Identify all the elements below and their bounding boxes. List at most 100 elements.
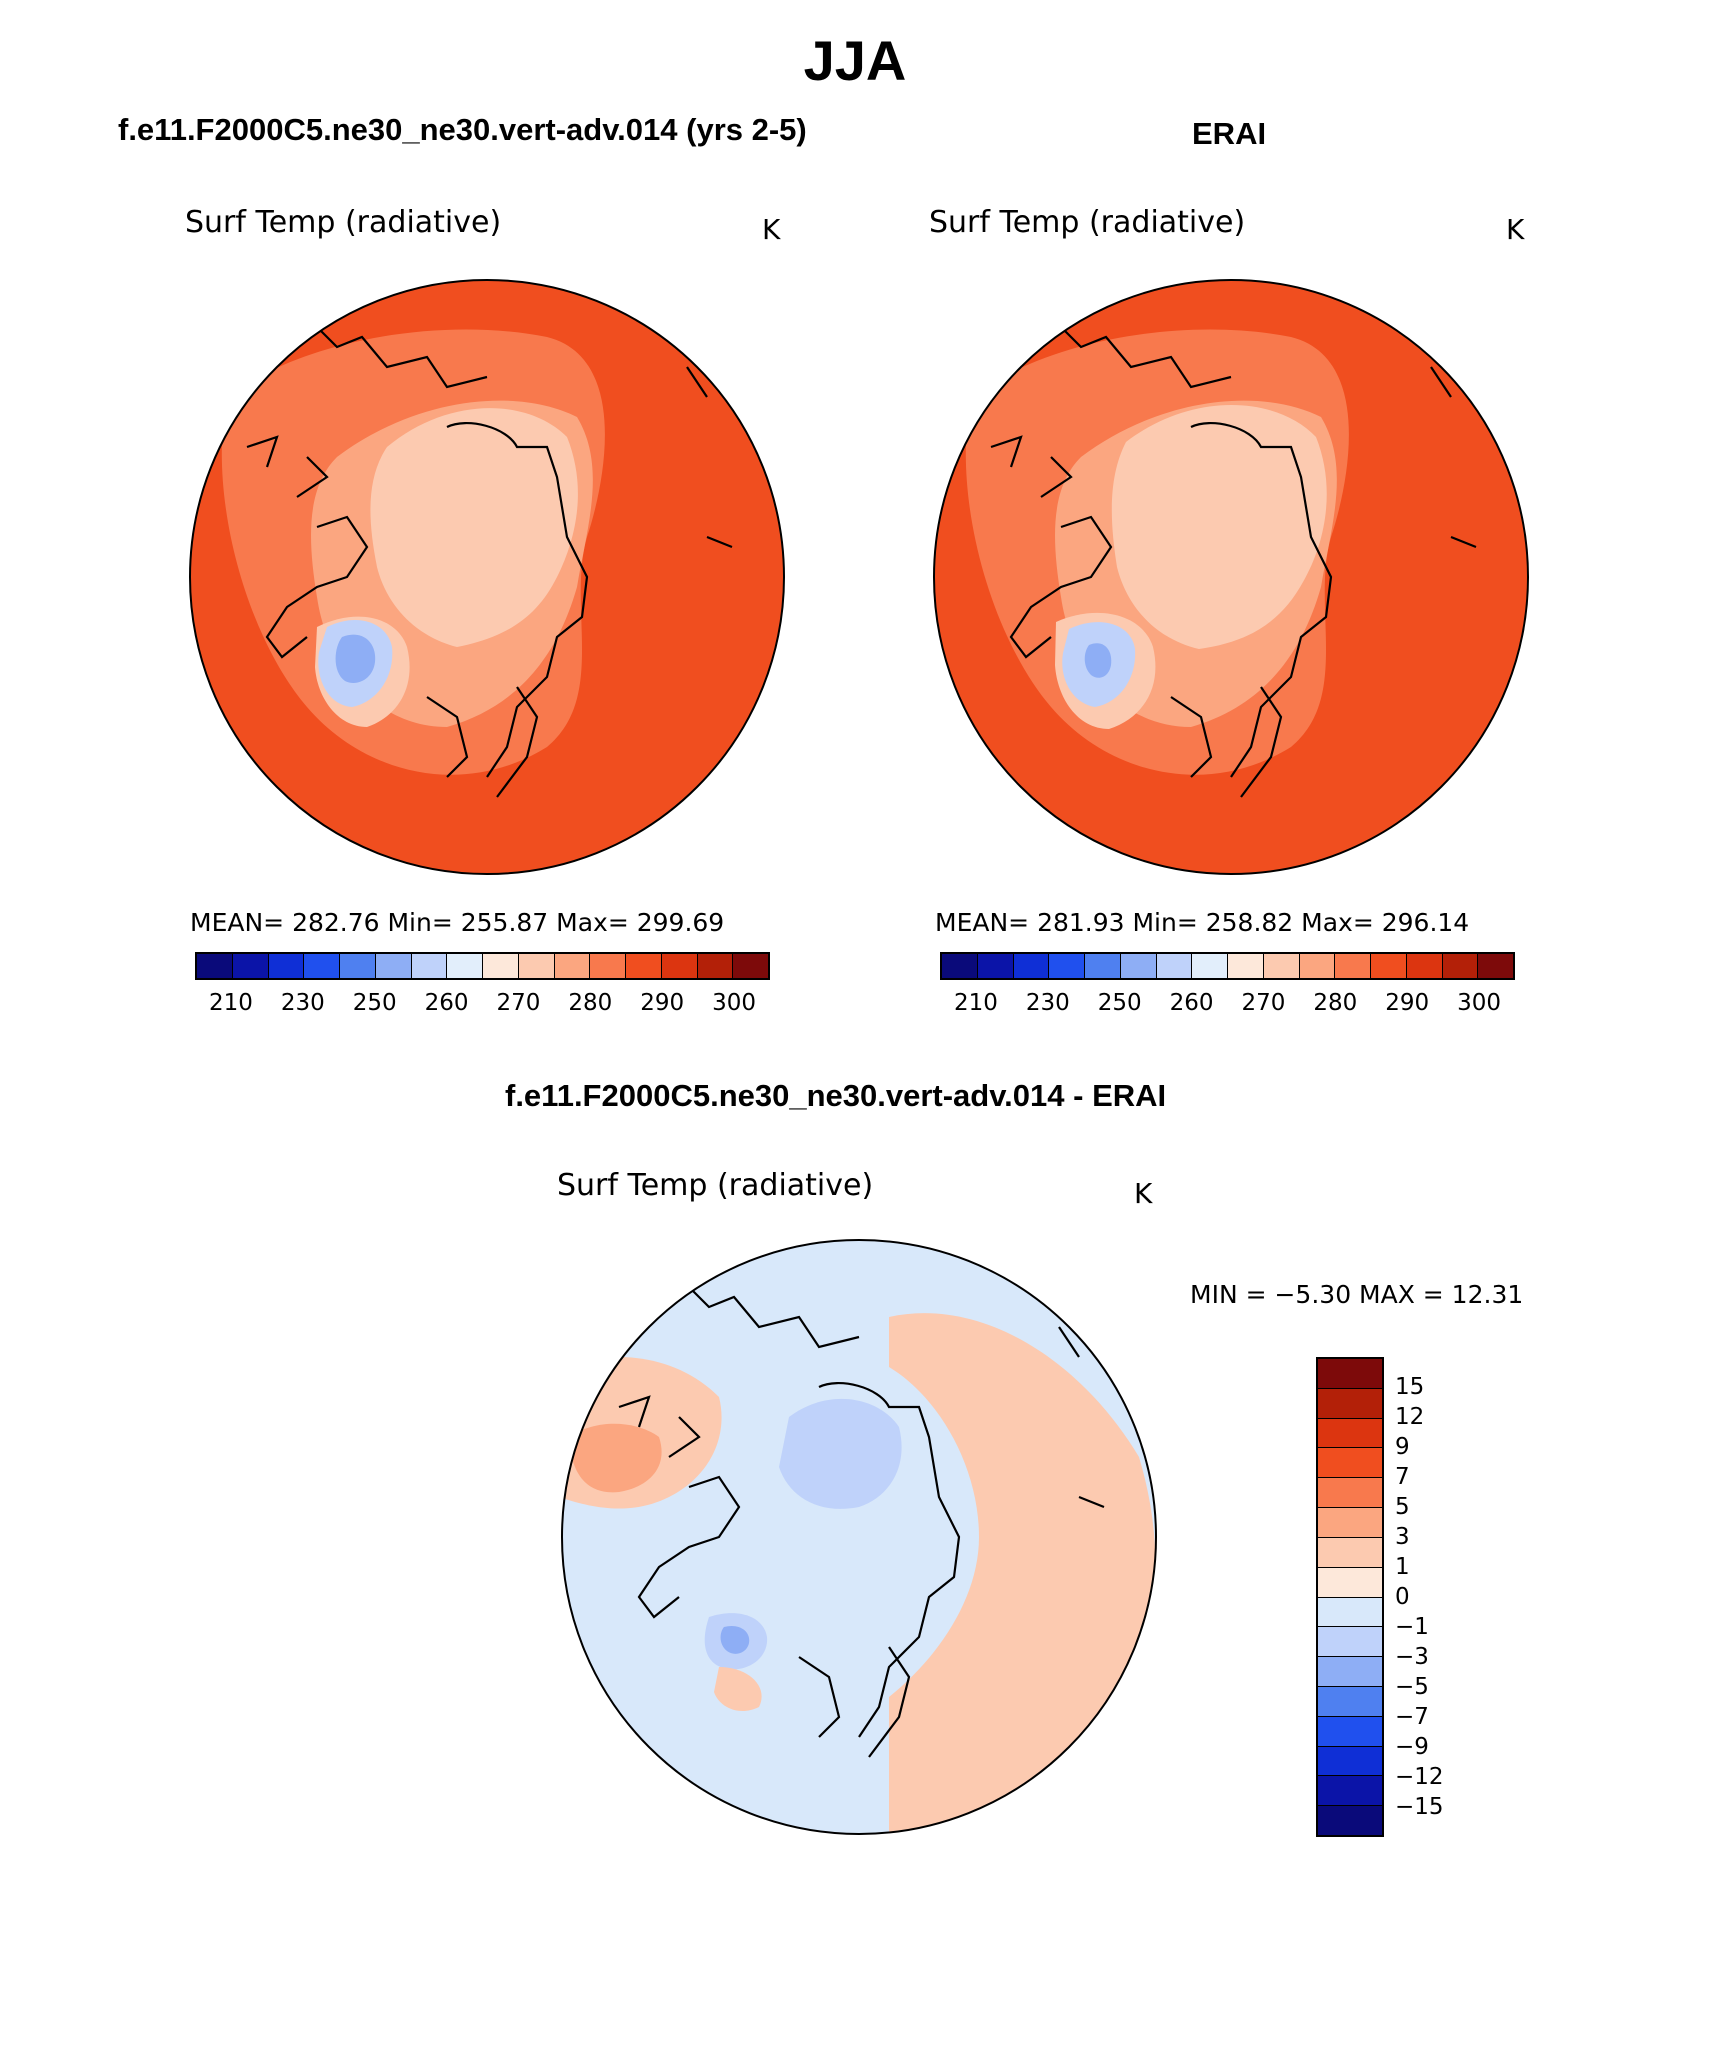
colorbar-swatch xyxy=(518,954,555,978)
colorbar-tick-label: −5 xyxy=(1395,1674,1429,1700)
colorbar-swatch xyxy=(1318,1359,1382,1389)
panel1-units-label: K xyxy=(762,213,781,246)
panel2-polar-map xyxy=(933,279,1529,875)
colorbar-tick-label: 290 xyxy=(640,990,685,1016)
panel2-stats: MEAN= 281.93 Min= 258.82 Max= 296.14 xyxy=(935,908,1470,937)
colorbar-tick-label: 250 xyxy=(352,990,397,1016)
colorbar-swatch xyxy=(1318,1686,1382,1717)
figure-title: JJA xyxy=(803,29,907,92)
colorbar-swatch xyxy=(1318,1478,1382,1509)
colorbar-tick-label: 290 xyxy=(1385,990,1430,1016)
colorbar-swatch xyxy=(1085,954,1121,978)
panel3-units-label: K xyxy=(1134,1177,1153,1210)
colorbar-swatch xyxy=(977,954,1014,978)
colorbar-tick-label: 260 xyxy=(1169,990,1214,1016)
colorbar-tick-label: 260 xyxy=(424,990,469,1016)
colorbar-swatch xyxy=(1318,1627,1382,1658)
colorbar-tick-label: −9 xyxy=(1395,1734,1429,1760)
colorbar-swatch xyxy=(661,954,698,978)
colorbar-swatch xyxy=(411,954,448,978)
colorbar-tick-label: 7 xyxy=(1395,1464,1410,1490)
panel3-minmax: MIN = −5.30 MAX = 12.31 xyxy=(1190,1280,1524,1309)
colorbar-swatch xyxy=(942,954,978,978)
colorbar-swatch xyxy=(1049,954,1085,978)
panel1-variable-label: Surf Temp (radiative) xyxy=(185,205,502,240)
colorbar-swatch xyxy=(1299,954,1336,978)
colorbar-tick-label: −1 xyxy=(1395,1614,1429,1640)
colorbar-swatch xyxy=(1318,1508,1382,1538)
colorbar-tick-label: 9 xyxy=(1395,1434,1410,1460)
colorbar-tick-label: −7 xyxy=(1395,1704,1429,1730)
colorbar-tick-label: −3 xyxy=(1395,1644,1429,1670)
colorbar-swatch xyxy=(375,954,412,978)
colorbar-swatch xyxy=(1318,1418,1382,1449)
panel2-colorbar xyxy=(940,952,1515,980)
colorbar-swatch xyxy=(1318,1776,1382,1807)
colorbar-tick-label: 5 xyxy=(1395,1494,1410,1520)
colorbar-tick-label: 15 xyxy=(1395,1374,1425,1400)
panel1-colorbar-ticks: 210 230 250 260 270 280 290 300 xyxy=(195,990,770,1020)
panel3-variable-label: Surf Temp (radiative) xyxy=(557,1168,874,1203)
colorbar-swatch xyxy=(232,954,269,978)
colorbar-swatch xyxy=(197,954,233,978)
colorbar-swatch xyxy=(1156,954,1193,978)
colorbar-swatch xyxy=(1371,954,1407,978)
colorbar-tick-label: 12 xyxy=(1395,1404,1425,1430)
colorbar-swatch xyxy=(1192,954,1228,978)
colorbar-swatch xyxy=(1406,954,1443,978)
colorbar-swatch xyxy=(697,954,734,978)
colorbar-swatch xyxy=(1442,954,1479,978)
colorbar-tick-label: −12 xyxy=(1395,1764,1444,1790)
colorbar-swatch xyxy=(1263,954,1300,978)
panel2-colorbar-ticks: 210 230 250 260 270 280 290 300 xyxy=(940,990,1515,1020)
colorbar-swatch xyxy=(733,954,768,978)
obs-title: ERAI xyxy=(1192,116,1267,151)
colorbar-swatch xyxy=(1228,954,1264,978)
colorbar-tick-label: 230 xyxy=(280,990,325,1016)
colorbar-swatch xyxy=(626,954,662,978)
colorbar-swatch xyxy=(268,954,305,978)
colorbar-tick-label: 1 xyxy=(1395,1554,1410,1580)
colorbar-swatch xyxy=(1318,1388,1382,1419)
panel1-colorbar xyxy=(195,952,770,980)
panel2-variable-label: Surf Temp (radiative) xyxy=(929,205,1246,240)
panel2-units-label: K xyxy=(1506,213,1525,246)
panel1-polar-map xyxy=(189,279,785,875)
panel3-colorbar xyxy=(1316,1357,1384,1837)
colorbar-tick-label: 280 xyxy=(1313,990,1358,1016)
colorbar-swatch xyxy=(1318,1448,1382,1479)
colorbar-swatch xyxy=(554,954,591,978)
panel3-colorbar-ticks: 15 12 9 7 5 3 1 0 −1 −3 −5 −7 −9 −12 −15 xyxy=(1395,1357,1495,1837)
colorbar-swatch xyxy=(447,954,483,978)
panel1-stats: MEAN= 282.76 Min= 255.87 Max= 299.69 xyxy=(190,908,725,937)
colorbar-swatch xyxy=(1478,954,1513,978)
colorbar-swatch xyxy=(1318,1597,1382,1628)
colorbar-swatch xyxy=(340,954,376,978)
colorbar-swatch xyxy=(1318,1657,1382,1687)
colorbar-tick-label: −15 xyxy=(1395,1794,1444,1820)
colorbar-swatch xyxy=(1318,1567,1382,1598)
colorbar-swatch xyxy=(1013,954,1050,978)
colorbar-tick-label: 210 xyxy=(953,990,998,1016)
colorbar-tick-label: 280 xyxy=(568,990,613,1016)
diff-title: f.e11.F2000C5.ne30_ne30.vert-adv.014 - E… xyxy=(505,1078,1167,1113)
colorbar-tick-label: 3 xyxy=(1395,1524,1410,1550)
colorbar-swatch xyxy=(1318,1537,1382,1568)
colorbar-swatch xyxy=(1335,954,1371,978)
colorbar-tick-label: 300 xyxy=(1457,990,1502,1016)
panel3-polar-map xyxy=(561,1239,1157,1835)
case-title: f.e11.F2000C5.ne30_ne30.vert-adv.014 (yr… xyxy=(118,112,807,147)
colorbar-tick-label: 230 xyxy=(1025,990,1070,1016)
colorbar-tick-label: 270 xyxy=(1241,990,1286,1016)
colorbar-tick-label: 0 xyxy=(1395,1584,1410,1610)
colorbar-swatch xyxy=(483,954,519,978)
colorbar-swatch xyxy=(1318,1806,1382,1835)
colorbar-swatch xyxy=(1318,1746,1382,1777)
colorbar-swatch xyxy=(1318,1716,1382,1747)
colorbar-tick-label: 250 xyxy=(1097,990,1142,1016)
colorbar-tick-label: 270 xyxy=(496,990,541,1016)
colorbar-swatch xyxy=(590,954,626,978)
colorbar-tick-label: 210 xyxy=(208,990,253,1016)
colorbar-tick-label: 300 xyxy=(712,990,757,1016)
colorbar-swatch xyxy=(304,954,340,978)
